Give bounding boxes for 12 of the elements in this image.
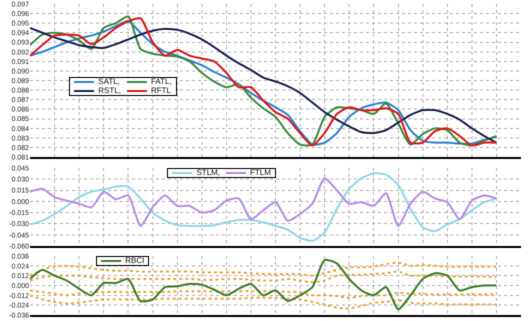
legend-label: FATL, (150, 77, 172, 86)
legend-label: RBCI (125, 256, 144, 265)
line-series (30, 262, 498, 277)
legend-label: RFTL (150, 86, 171, 96)
legend-label: SATL, (98, 77, 120, 86)
line-series (30, 294, 498, 310)
legend-label: FTLM (250, 168, 271, 177)
line-series (30, 258, 498, 310)
legend-label: RSTL, (98, 86, 121, 96)
line-series (30, 270, 498, 284)
line-series (30, 177, 498, 227)
legend-label: STLM, (196, 168, 220, 177)
